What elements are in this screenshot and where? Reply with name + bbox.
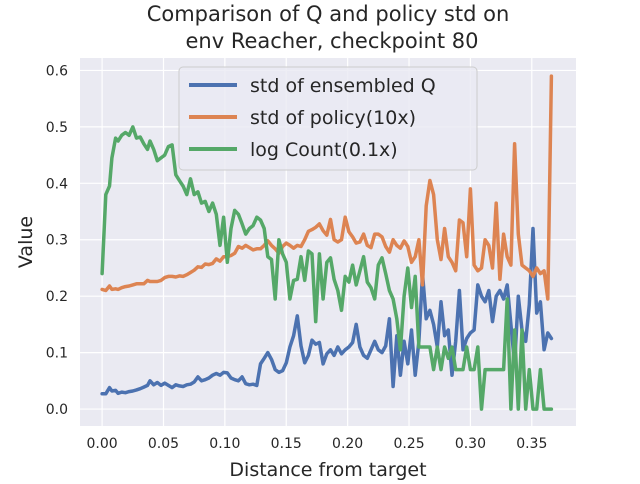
y-tick-labels: 0.0 0.1 0.2 0.3 0.4 0.5 0.6	[46, 63, 68, 418]
x-axis-label: Distance from target	[229, 459, 426, 480]
x-tick-label: 0.35	[516, 436, 547, 452]
series-line-q-std	[100, 226, 554, 396]
legend-label-q-std: std of ensembled Q	[250, 75, 436, 97]
legend: std of ensembled Q std of policy(10x) lo…	[178, 66, 478, 171]
y-tick-label: 0.4	[46, 176, 68, 192]
x-tick-labels: 0.00 0.05 0.10 0.15 0.20 0.25 0.30 0.35	[87, 436, 548, 452]
y-tick-label: 0.2	[46, 289, 68, 305]
x-tick-label: 0.30	[455, 436, 486, 452]
y-tick-label: 0.0	[46, 402, 68, 418]
legend-label-policy-std: std of policy(10x)	[250, 107, 416, 129]
y-axis-label: Value	[15, 216, 37, 268]
x-tick-label: 0.20	[332, 436, 363, 452]
x-tick-label: 0.25	[393, 436, 424, 452]
x-tick-label: 0.15	[271, 436, 302, 452]
series-line-log-count	[100, 125, 554, 411]
legend-label-log-count: log Count(0.1x)	[250, 139, 398, 161]
series-lines	[100, 74, 554, 411]
x-tick-label: 0.05	[148, 436, 179, 452]
y-tick-label: 0.1	[46, 346, 68, 362]
y-tick-label: 0.6	[46, 63, 68, 79]
legend-box	[178, 66, 478, 171]
chart-title-line-2: env Reacher, checkpoint 80	[186, 29, 479, 53]
x-tick-label: 0.10	[209, 436, 240, 452]
x-tick-label: 0.00	[87, 436, 118, 452]
y-tick-label: 0.3	[46, 233, 68, 249]
y-tick-label: 0.5	[46, 120, 68, 136]
chart-title-line-1: Comparison of Q and policy std on	[147, 2, 510, 26]
series-line-policy-std	[100, 74, 554, 301]
